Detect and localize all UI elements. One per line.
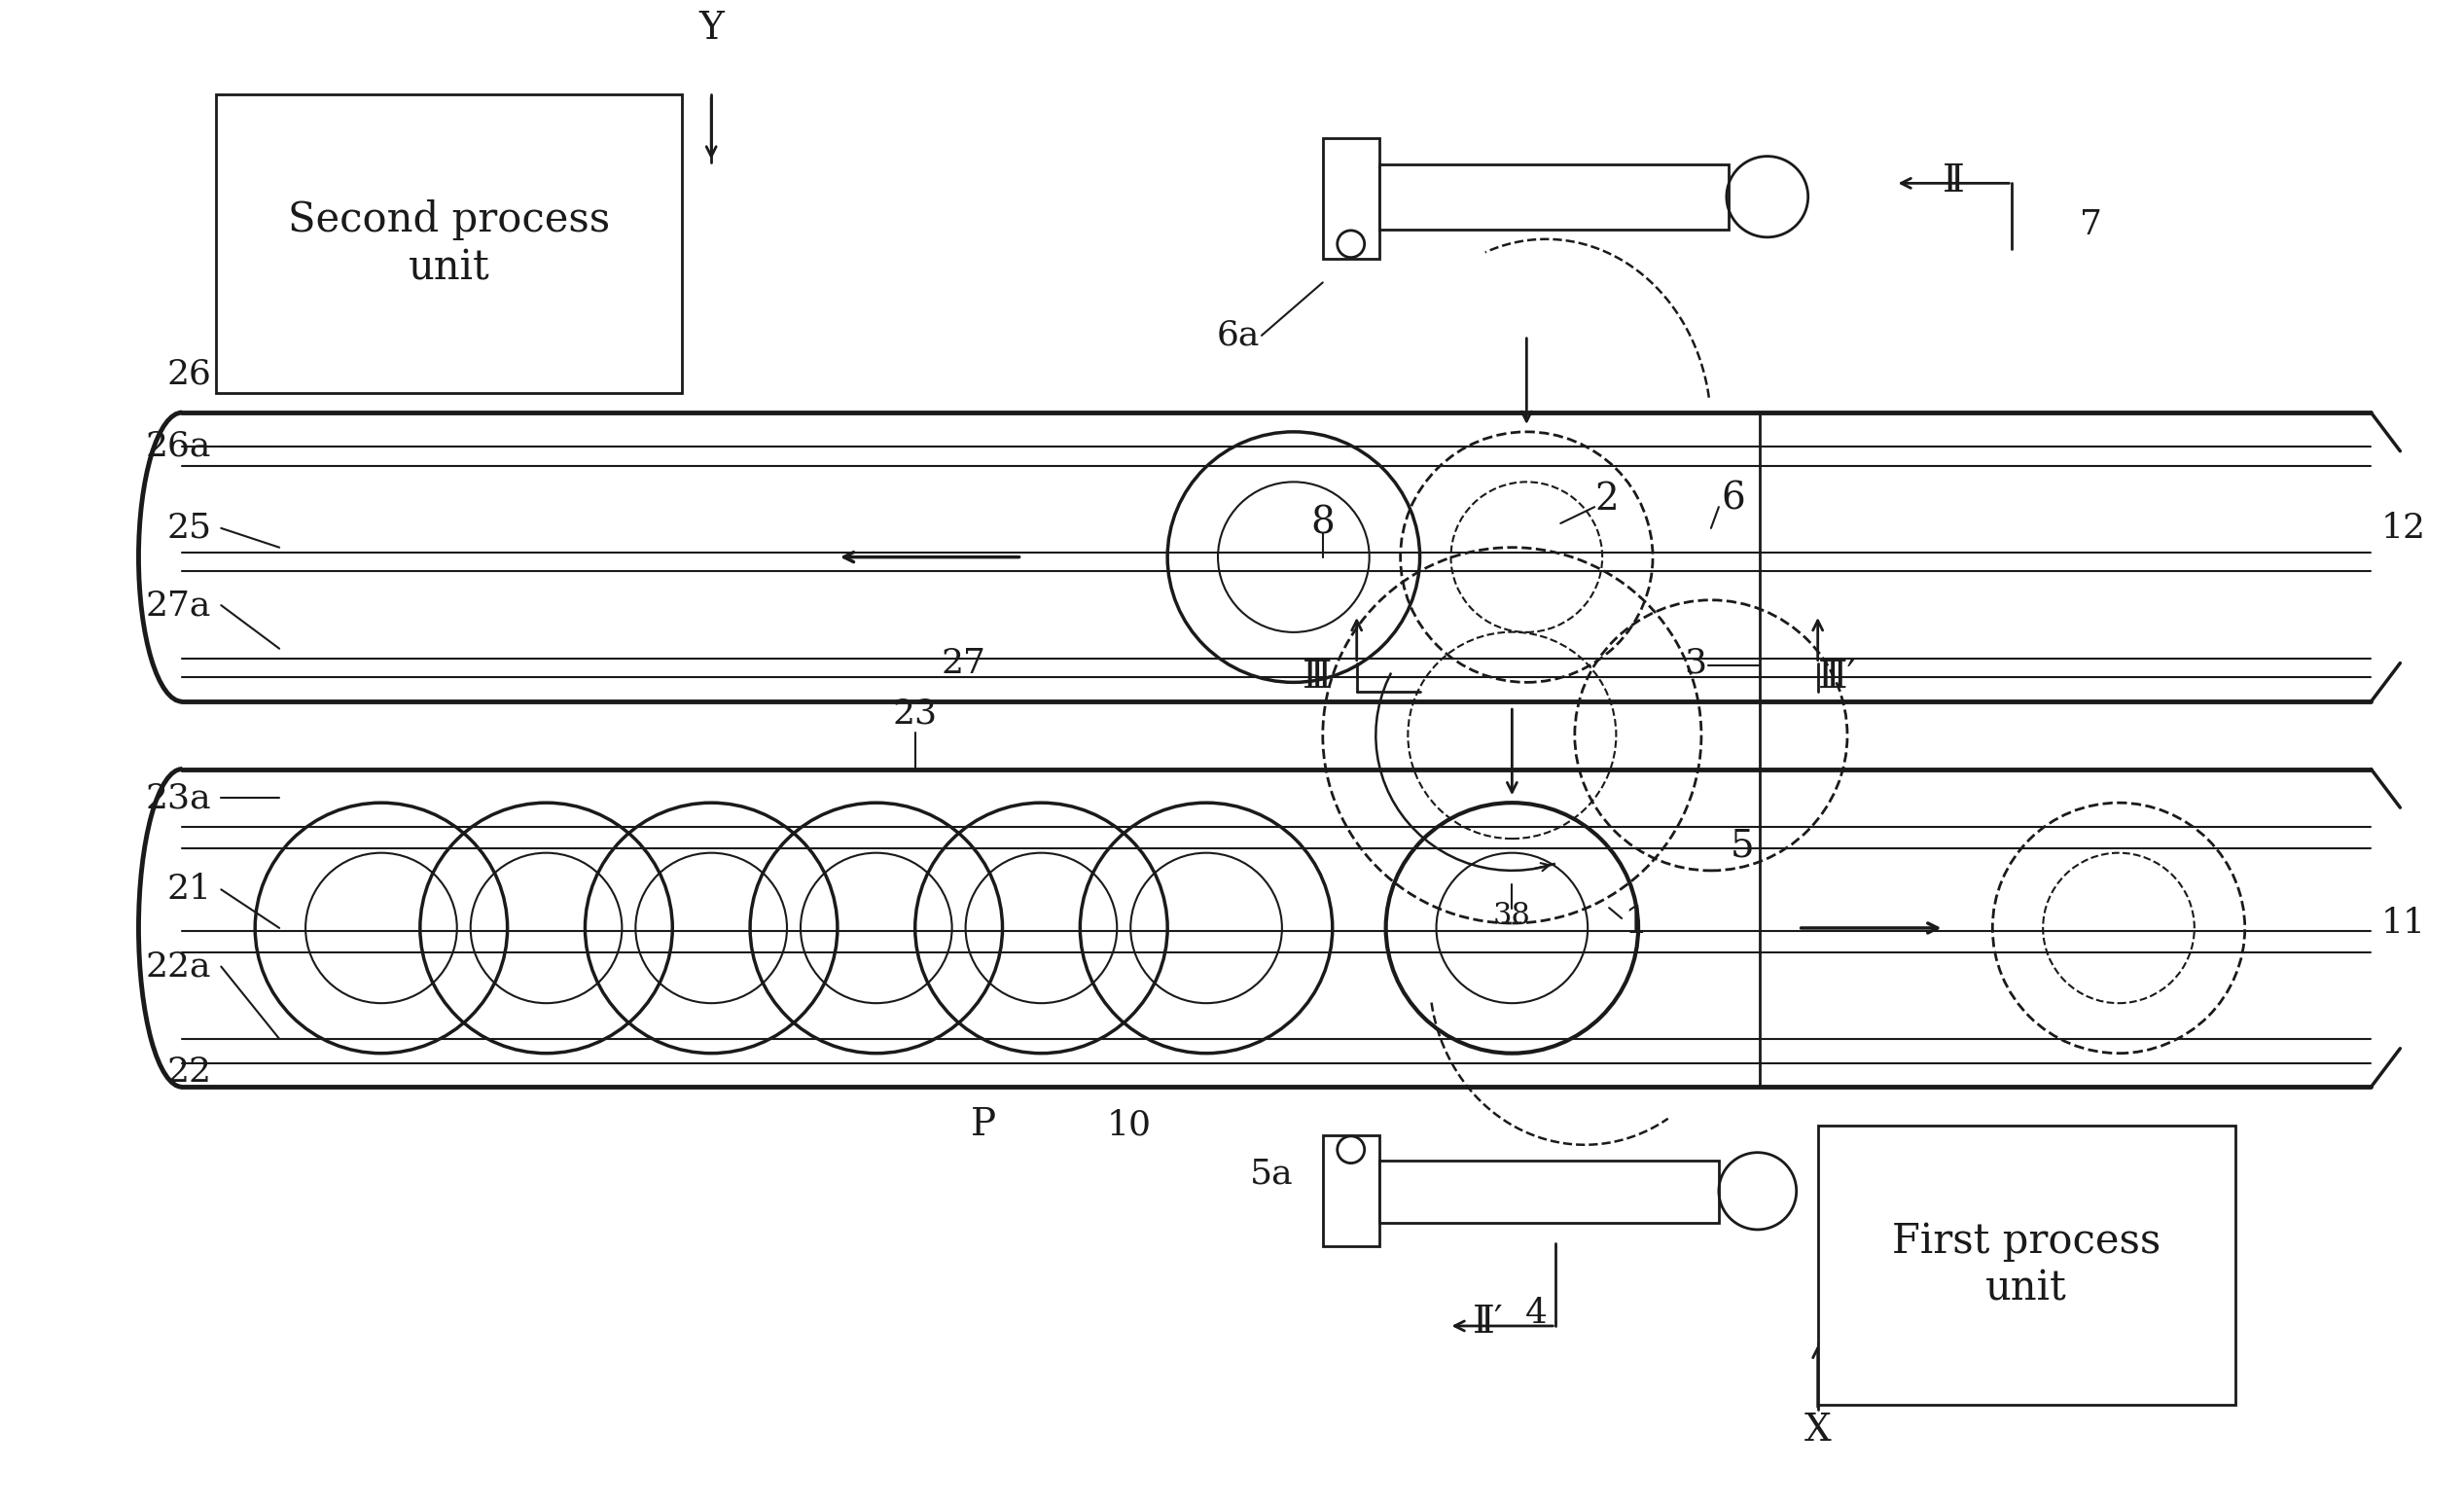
Text: 26a: 26a xyxy=(145,430,212,463)
Bar xyxy=(1323,138,1380,259)
Text: 22: 22 xyxy=(168,1056,212,1089)
Text: 2: 2 xyxy=(1594,481,1619,517)
Text: 27a: 27a xyxy=(145,588,212,621)
Text: 3: 3 xyxy=(1683,647,1705,680)
Text: Second process
unit: Second process unit xyxy=(288,200,611,287)
Text: 21: 21 xyxy=(168,872,212,905)
Text: Ⅱ: Ⅱ xyxy=(1942,164,1964,200)
Text: 1: 1 xyxy=(1624,905,1648,942)
Text: P: P xyxy=(971,1107,995,1143)
Text: 5a: 5a xyxy=(1249,1157,1294,1190)
Text: 11: 11 xyxy=(2380,907,2425,940)
Text: X: X xyxy=(1804,1412,1831,1448)
Text: 25: 25 xyxy=(168,511,212,544)
Bar xyxy=(1818,1125,2235,1405)
Bar xyxy=(1323,1136,1380,1245)
Text: 23: 23 xyxy=(892,698,936,731)
Bar xyxy=(1380,1160,1720,1223)
Bar xyxy=(217,95,683,393)
Text: Ⅱ′: Ⅱ′ xyxy=(1473,1305,1503,1342)
Text: 23a: 23a xyxy=(145,782,212,815)
Text: First process
unit: First process unit xyxy=(1892,1221,2161,1310)
Text: Ⅲ′: Ⅲ′ xyxy=(1818,660,1855,695)
Text: 4: 4 xyxy=(1525,1296,1547,1330)
Text: 27: 27 xyxy=(941,647,986,680)
Text: 6: 6 xyxy=(1720,481,1745,517)
Text: Y: Y xyxy=(700,11,724,47)
Text: 6a: 6a xyxy=(1217,319,1259,352)
Bar xyxy=(1380,164,1727,230)
Text: 12: 12 xyxy=(2380,511,2425,544)
Text: 5: 5 xyxy=(1730,829,1754,865)
Text: 8: 8 xyxy=(1311,505,1335,541)
Text: 10: 10 xyxy=(1106,1108,1151,1142)
Text: 38: 38 xyxy=(1493,901,1530,931)
Text: 26: 26 xyxy=(168,358,212,391)
Text: 7: 7 xyxy=(2080,208,2102,241)
Text: Ⅲ: Ⅲ xyxy=(1303,660,1333,695)
Text: 22a: 22a xyxy=(145,951,212,984)
